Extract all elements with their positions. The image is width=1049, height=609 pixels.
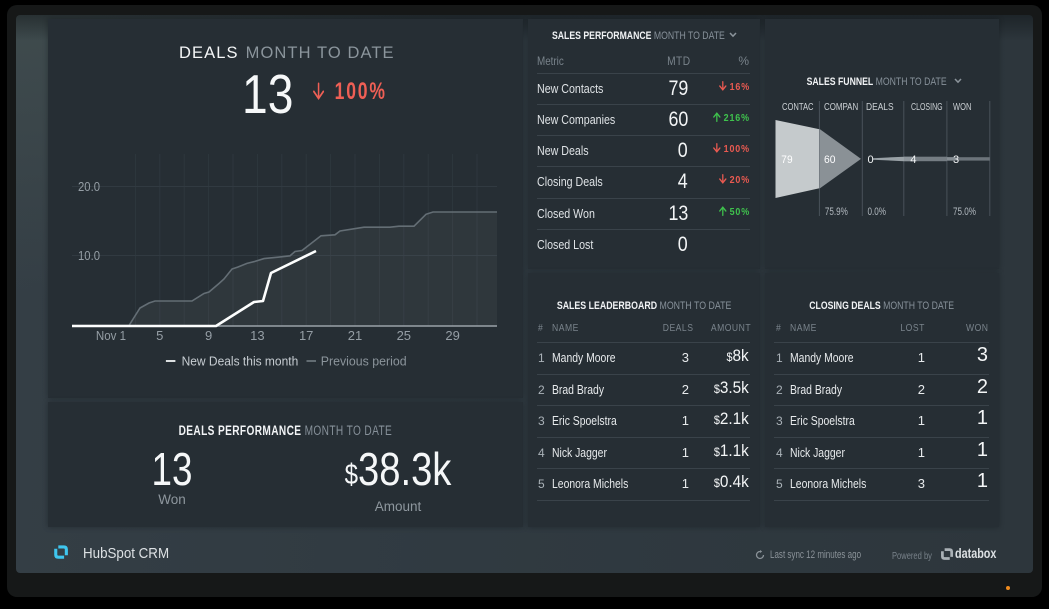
svg-text:75.9%: 75.9%: [825, 206, 848, 218]
svg-text:13: 13: [250, 328, 264, 343]
svg-text:5: 5: [156, 328, 163, 343]
svg-text:New Deals this month: New Deals this month: [182, 354, 299, 369]
svg-text:79: 79: [781, 154, 792, 166]
svg-text:CONTAC: CONTAC: [782, 101, 814, 113]
svg-text:20.0: 20.0: [78, 179, 100, 194]
svg-text:CLOSING: CLOSING: [911, 101, 943, 113]
svg-text:0: 0: [868, 154, 874, 166]
svg-text:COMPAN: COMPAN: [824, 101, 858, 113]
svg-text:4: 4: [910, 154, 916, 166]
svg-text:DEALS: DEALS: [866, 101, 894, 113]
svg-text:21: 21: [348, 328, 362, 343]
svg-text:3: 3: [953, 154, 959, 166]
svg-text:Nov 1: Nov 1: [96, 328, 126, 343]
svg-text:29: 29: [445, 328, 459, 343]
svg-text:10.0: 10.0: [78, 248, 100, 263]
svg-text:WON: WON: [953, 101, 971, 113]
svg-text:0.0%: 0.0%: [868, 206, 887, 218]
svg-text:9: 9: [205, 328, 212, 343]
svg-text:60: 60: [824, 154, 836, 166]
svg-text:75.0%: 75.0%: [953, 206, 976, 218]
svg-text:25: 25: [397, 328, 411, 343]
svg-text:Previous period: Previous period: [321, 354, 407, 369]
svg-text:17: 17: [299, 328, 313, 343]
